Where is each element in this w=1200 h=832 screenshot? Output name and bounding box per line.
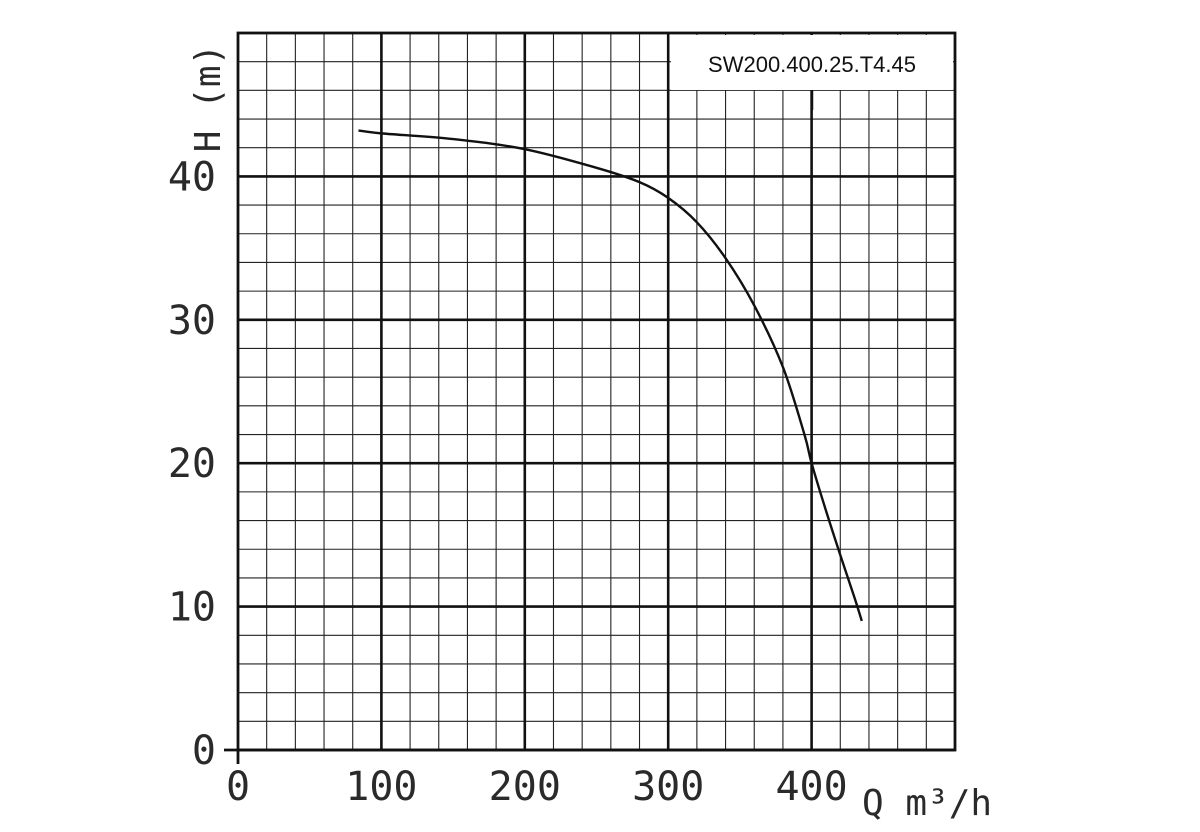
x-tick-label: 0	[226, 764, 250, 810]
x-tick-label: 100	[345, 764, 417, 810]
major-grid	[238, 33, 955, 750]
y-tick-label: 0	[192, 728, 216, 774]
x-tick-label: 200	[489, 764, 561, 810]
x-tick-label: 400	[775, 764, 847, 810]
series-line-head-curve	[358, 129, 863, 622]
y-tick-labels: 0 10 20 30 40	[168, 154, 216, 774]
y-tick-label: 20	[168, 441, 216, 487]
plot-border	[236, 31, 957, 752]
plot-frame	[224, 31, 957, 764]
y-tick-label: 40	[168, 154, 216, 200]
x-tick-labels: 0 100 200 300 400	[226, 764, 848, 810]
x-axis-label: Q m³/h	[862, 783, 992, 824]
y-axis-label: H (m)	[188, 44, 229, 152]
legend-background	[671, 35, 953, 90]
x-tick-label: 300	[632, 764, 704, 810]
y-tick-label: 30	[168, 298, 216, 344]
series-label: SW200.400.25.T4.45	[708, 52, 916, 77]
y-tick-label: 10	[168, 585, 216, 631]
legend: SW200.400.25.T4.45	[671, 35, 953, 90]
minor-grid	[238, 33, 955, 750]
